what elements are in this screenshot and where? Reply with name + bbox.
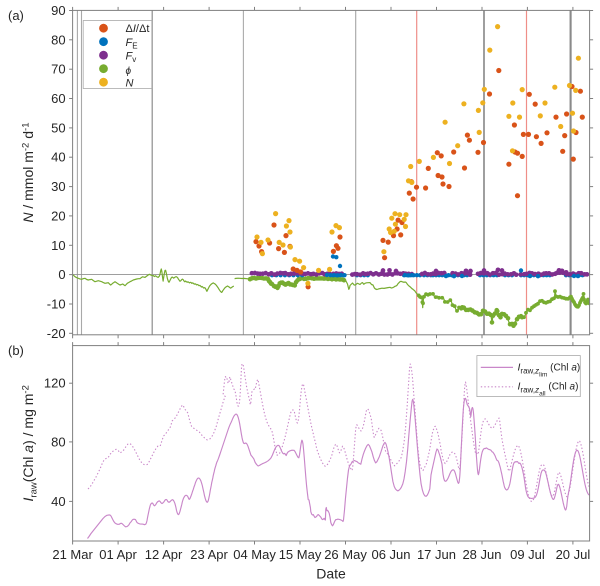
svg-text:ΔI/Δt: ΔI/Δt bbox=[126, 23, 150, 35]
svg-text:12 Apr: 12 Apr bbox=[145, 547, 183, 562]
svg-text:01 Apr: 01 Apr bbox=[99, 547, 137, 562]
svg-text:ϕ: ϕ bbox=[126, 66, 132, 77]
svg-text:Iraw,zall (Chl a): Iraw,zall (Chl a) bbox=[518, 381, 579, 398]
svg-text:40: 40 bbox=[51, 150, 65, 165]
svg-text:17 Jun: 17 Jun bbox=[417, 547, 456, 562]
svg-text:N: N bbox=[126, 77, 134, 89]
svg-text:N / mmol m-2 d-1: N / mmol m-2 d-1 bbox=[20, 123, 36, 223]
svg-text:Fv: Fv bbox=[126, 50, 137, 64]
svg-text:30: 30 bbox=[51, 179, 65, 194]
svg-text:23 Apr: 23 Apr bbox=[190, 547, 228, 562]
svg-text:80: 80 bbox=[51, 434, 65, 449]
svg-text:0: 0 bbox=[58, 267, 65, 282]
svg-text:10: 10 bbox=[51, 238, 65, 253]
svg-text:80: 80 bbox=[51, 32, 65, 47]
svg-text:06 Jun: 06 Jun bbox=[371, 547, 410, 562]
svg-text:50: 50 bbox=[51, 120, 65, 135]
svg-text:90: 90 bbox=[51, 3, 65, 18]
svg-text:Iraw(Chl a) / mg m-2: Iraw(Chl a) / mg m-2 bbox=[20, 385, 40, 501]
svg-text:15 May: 15 May bbox=[279, 547, 322, 562]
svg-text:-10: -10 bbox=[47, 296, 66, 311]
svg-text:04 May: 04 May bbox=[233, 547, 276, 562]
svg-text:(b): (b) bbox=[8, 343, 24, 358]
svg-text:FE: FE bbox=[126, 37, 138, 51]
svg-text:28 Jun: 28 Jun bbox=[462, 547, 501, 562]
svg-text:Date: Date bbox=[316, 566, 346, 582]
svg-text:Iraw,zlim (Chl a): Iraw,zlim (Chl a) bbox=[518, 361, 581, 378]
svg-text:09 Jul: 09 Jul bbox=[510, 547, 545, 562]
svg-text:60: 60 bbox=[51, 91, 65, 106]
svg-text:21 Mar: 21 Mar bbox=[52, 547, 93, 562]
svg-text:120: 120 bbox=[44, 376, 66, 391]
svg-text:20 Jul: 20 Jul bbox=[556, 547, 591, 562]
svg-text:20: 20 bbox=[51, 208, 65, 223]
svg-text:40: 40 bbox=[51, 494, 65, 509]
svg-text:26 May: 26 May bbox=[324, 547, 367, 562]
svg-text:(a): (a) bbox=[8, 8, 24, 23]
svg-text:-20: -20 bbox=[47, 326, 66, 341]
svg-text:70: 70 bbox=[51, 62, 65, 77]
